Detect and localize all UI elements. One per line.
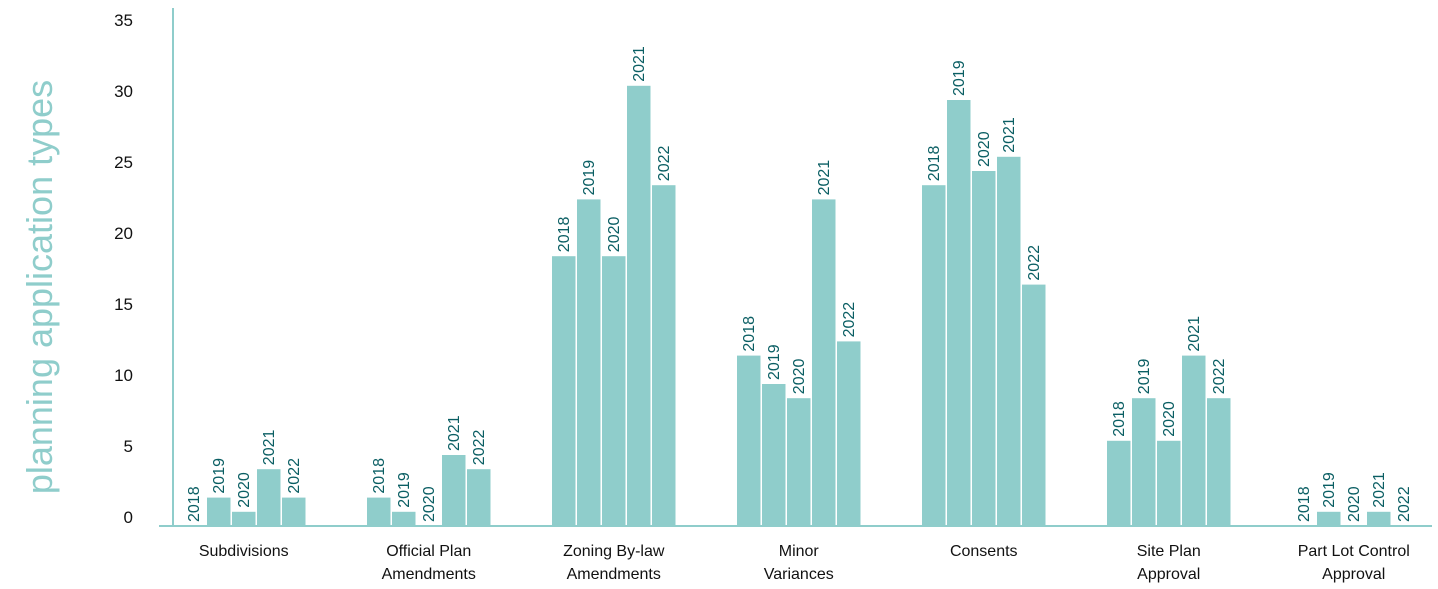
y-tick-label: 5 bbox=[124, 437, 133, 456]
category-label: Site Plan bbox=[1137, 543, 1201, 560]
bar-year-label: 2019 bbox=[581, 160, 598, 196]
bar bbox=[922, 185, 946, 526]
bar bbox=[812, 199, 836, 526]
bar-year-label: 2022 bbox=[471, 430, 488, 466]
bar-year-label: 2021 bbox=[446, 415, 463, 451]
category-label: Approval bbox=[1322, 566, 1385, 583]
y-axis-label: planning application types bbox=[19, 80, 60, 494]
y-tick-label: 10 bbox=[114, 366, 133, 385]
y-tick-label: 25 bbox=[114, 153, 133, 172]
category-label: Subdivisions bbox=[199, 543, 289, 560]
category-label: Approval bbox=[1137, 566, 1200, 583]
bar-year-label: 2018 bbox=[1296, 486, 1313, 522]
bar bbox=[232, 511, 256, 526]
bar bbox=[577, 199, 601, 526]
bar bbox=[467, 469, 491, 526]
category-label: Variances bbox=[764, 566, 834, 583]
bar-year-label: 2022 bbox=[286, 458, 303, 494]
bar bbox=[762, 384, 786, 526]
bar-year-label: 2020 bbox=[606, 217, 623, 253]
bar-year-label: 2019 bbox=[396, 472, 413, 508]
bar-year-label: 2019 bbox=[766, 344, 783, 380]
bar-year-label: 2019 bbox=[1136, 359, 1153, 395]
bar-year-label: 2022 bbox=[1396, 486, 1413, 522]
bar bbox=[997, 156, 1021, 527]
category-label: Official Plan bbox=[386, 543, 471, 560]
y-tick-label: 20 bbox=[114, 224, 133, 243]
bar-year-label: 2022 bbox=[656, 146, 673, 182]
bar bbox=[367, 497, 391, 526]
category-label: Amendments bbox=[382, 566, 476, 583]
bar bbox=[257, 469, 281, 526]
bar bbox=[947, 100, 971, 526]
bar-year-label: 2018 bbox=[1111, 401, 1128, 437]
bar bbox=[1207, 398, 1231, 526]
bar-year-label: 2020 bbox=[236, 472, 253, 508]
bar-year-label: 2021 bbox=[1186, 316, 1203, 352]
bar-year-label: 2020 bbox=[1161, 401, 1178, 437]
bar bbox=[1367, 511, 1391, 526]
bar bbox=[207, 497, 231, 526]
bar bbox=[392, 511, 416, 526]
bar-year-label: 2020 bbox=[791, 359, 808, 395]
category-label: Minor bbox=[779, 543, 820, 560]
bar bbox=[737, 355, 761, 526]
bar bbox=[1157, 440, 1181, 526]
bar-year-label: 2022 bbox=[1211, 359, 1228, 395]
bar-year-label: 2022 bbox=[841, 302, 858, 338]
y-tick-label: 15 bbox=[114, 295, 133, 314]
y-tick-label: 30 bbox=[114, 82, 133, 101]
bar-year-label: 2020 bbox=[421, 486, 438, 522]
bar-year-label: 2018 bbox=[186, 486, 203, 522]
bar bbox=[1132, 398, 1156, 526]
bar bbox=[602, 256, 626, 526]
category-label: Consents bbox=[950, 543, 1018, 560]
bar-year-label: 2019 bbox=[951, 60, 968, 96]
category-labels: Subdivisions Official Plan Amendments Zonin… bbox=[199, 543, 1410, 583]
bar bbox=[1317, 511, 1341, 526]
y-axis-ticks: 0 5 10 15 20 25 30 35 bbox=[114, 11, 133, 527]
bar bbox=[282, 497, 306, 526]
bar bbox=[1182, 355, 1206, 526]
bar-year-labels: 2018 2019 2020 2021 2022 2018 2019 2020 2021 2022… bbox=[186, 46, 1413, 522]
category-label: Part Lot Control bbox=[1298, 543, 1410, 560]
bar bbox=[1107, 440, 1131, 526]
category-label: Zoning By-law bbox=[563, 543, 665, 560]
bar-year-label: 2021 bbox=[631, 46, 648, 82]
bar-year-label: 2021 bbox=[261, 430, 278, 466]
bar bbox=[837, 341, 861, 526]
bar-year-label: 2019 bbox=[211, 458, 228, 494]
bar-year-label: 2022 bbox=[1026, 245, 1043, 281]
bar-year-label: 2018 bbox=[926, 146, 943, 182]
category-label: Amendments bbox=[567, 566, 661, 583]
y-tick-label: 0 bbox=[124, 508, 133, 527]
bar-year-label: 2018 bbox=[741, 316, 758, 352]
bar-year-label: 2021 bbox=[1001, 117, 1018, 153]
bar-year-label: 2018 bbox=[556, 217, 573, 253]
bar bbox=[787, 398, 811, 526]
bar bbox=[627, 85, 651, 527]
bar-year-label: 2020 bbox=[976, 131, 993, 167]
bar-year-label: 2021 bbox=[816, 160, 833, 196]
bar bbox=[442, 455, 466, 526]
bar-year-label: 2020 bbox=[1346, 486, 1363, 522]
bars bbox=[207, 85, 1391, 527]
bar bbox=[972, 171, 996, 526]
bar bbox=[552, 256, 576, 526]
bar bbox=[652, 185, 676, 526]
bar-year-label: 2021 bbox=[1371, 472, 1388, 508]
bar-year-label: 2019 bbox=[1321, 472, 1338, 508]
bar-year-label: 2018 bbox=[371, 458, 388, 494]
bar bbox=[1022, 284, 1046, 526]
y-tick-label: 35 bbox=[114, 11, 133, 30]
